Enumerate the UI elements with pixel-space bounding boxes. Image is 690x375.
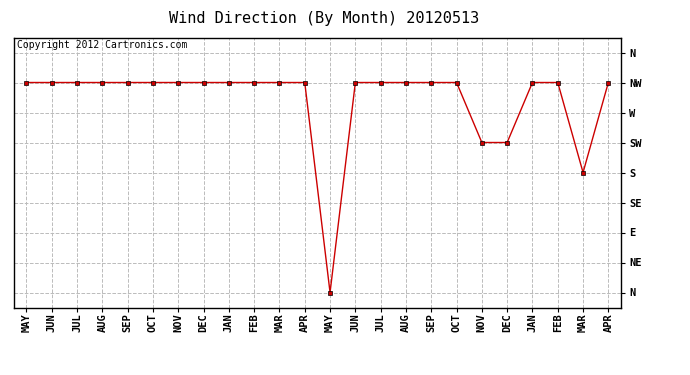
Text: Wind Direction (By Month) 20120513: Wind Direction (By Month) 20120513 — [169, 11, 480, 26]
Text: Copyright 2012 Cartronics.com: Copyright 2012 Cartronics.com — [17, 40, 187, 50]
